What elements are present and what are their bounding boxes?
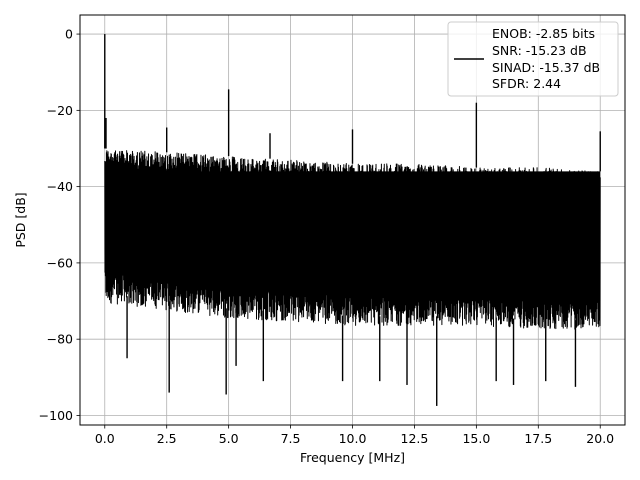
data-layer (104, 34, 601, 406)
x-tick-label: 20.0 (586, 431, 614, 446)
legend: ENOB: -2.85 bits SNR: -15.23 dB SINAD: -… (447, 21, 619, 97)
legend-entry-enob: ENOB: -2.85 bits (492, 26, 595, 41)
x-tick-label: 17.5 (524, 431, 552, 446)
x-tick-label: 12.5 (401, 431, 429, 446)
x-tick-label: 0.0 (95, 431, 115, 446)
noise-band-fill (104, 171, 601, 271)
legend-entry-snr: SNR: -15.23 dB (492, 43, 587, 58)
y-tick-label: −80 (47, 332, 73, 347)
y-axis-label: PSD [dB] (13, 192, 28, 247)
y-tick-label: −40 (47, 179, 73, 194)
legend-box (447, 21, 619, 97)
y-tick-label: −100 (39, 408, 73, 423)
x-tick-label: 2.5 (157, 431, 177, 446)
y-tick-label: 0 (65, 27, 73, 42)
x-tick-label: 5.0 (219, 431, 239, 446)
y-tick-label: −60 (47, 255, 73, 270)
x-axis-label: Frequency [MHz] (300, 450, 405, 465)
x-tick-label: 10.0 (339, 431, 367, 446)
legend-entry-sinad: SINAD: -15.37 dB (492, 60, 600, 75)
x-axis: 0.0 2.5 5.0 7.5 10.0 12.5 15.0 17.5 20.0 (95, 425, 614, 446)
x-tick-label: 15.0 (462, 431, 490, 446)
y-tick-label: −20 (47, 103, 73, 118)
legend-entry-sfdr: SFDR: 2.44 (492, 76, 561, 91)
y-axis: 0 −20 −40 −60 −80 −100 (39, 27, 80, 423)
x-tick-label: 7.5 (281, 431, 301, 446)
